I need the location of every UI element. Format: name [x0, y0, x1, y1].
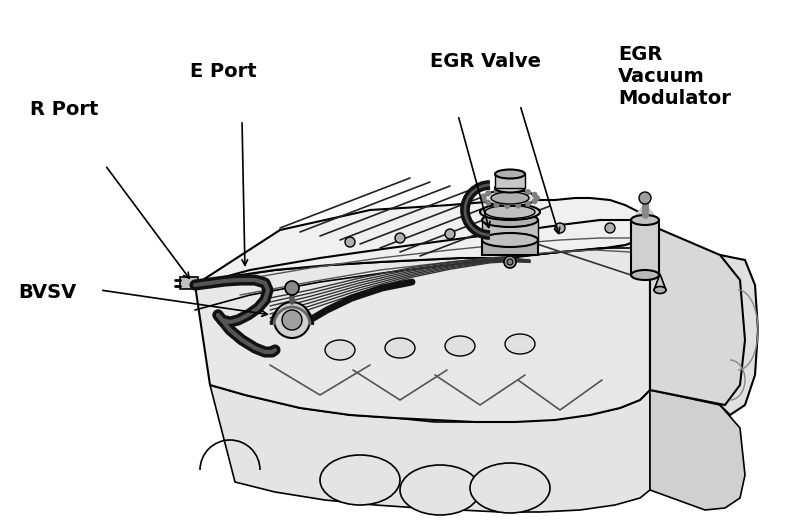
Ellipse shape [495, 169, 525, 178]
Ellipse shape [325, 340, 355, 360]
Polygon shape [195, 198, 650, 285]
Circle shape [485, 200, 491, 205]
Circle shape [481, 196, 486, 203]
Polygon shape [631, 202, 659, 220]
Circle shape [445, 229, 455, 239]
Circle shape [345, 237, 355, 247]
Ellipse shape [482, 233, 538, 247]
Ellipse shape [385, 338, 415, 358]
Circle shape [285, 281, 299, 295]
Text: R Port: R Port [30, 100, 98, 119]
Circle shape [525, 201, 531, 207]
Circle shape [504, 203, 510, 209]
Ellipse shape [484, 190, 536, 206]
Polygon shape [495, 174, 525, 188]
Circle shape [515, 203, 522, 209]
Polygon shape [631, 220, 659, 275]
Circle shape [494, 202, 499, 208]
Polygon shape [482, 220, 538, 240]
Circle shape [494, 188, 499, 194]
Text: E Port: E Port [190, 62, 257, 81]
Circle shape [507, 259, 513, 265]
Circle shape [525, 189, 531, 195]
Text: EGR
Vacuum
Modulator: EGR Vacuum Modulator [618, 45, 731, 108]
Ellipse shape [491, 192, 529, 204]
Circle shape [515, 187, 522, 193]
Circle shape [395, 233, 405, 243]
Polygon shape [650, 225, 745, 405]
Ellipse shape [495, 184, 525, 193]
Ellipse shape [470, 463, 550, 513]
Polygon shape [210, 385, 650, 512]
Circle shape [534, 195, 540, 201]
Ellipse shape [505, 334, 535, 354]
Ellipse shape [445, 336, 475, 356]
Circle shape [639, 192, 651, 204]
Ellipse shape [482, 213, 538, 227]
Bar [180, 277, 198, 289]
Ellipse shape [400, 465, 480, 515]
Polygon shape [650, 390, 745, 510]
Circle shape [485, 190, 491, 196]
Polygon shape [654, 274, 666, 290]
Ellipse shape [631, 270, 659, 280]
Ellipse shape [485, 205, 535, 218]
Polygon shape [715, 255, 758, 415]
Circle shape [495, 227, 505, 237]
Ellipse shape [320, 455, 400, 505]
Circle shape [481, 193, 486, 199]
Ellipse shape [631, 215, 659, 225]
Circle shape [504, 187, 510, 193]
Circle shape [282, 310, 302, 330]
Circle shape [532, 198, 538, 204]
Circle shape [504, 256, 516, 268]
Ellipse shape [654, 287, 666, 294]
Polygon shape [482, 240, 538, 255]
Circle shape [274, 302, 310, 338]
Circle shape [555, 223, 565, 233]
Polygon shape [195, 235, 650, 422]
Ellipse shape [480, 204, 540, 220]
Circle shape [532, 192, 538, 198]
Text: EGR Valve: EGR Valve [430, 52, 541, 71]
Text: BVSV: BVSV [18, 283, 76, 302]
Circle shape [605, 223, 615, 233]
